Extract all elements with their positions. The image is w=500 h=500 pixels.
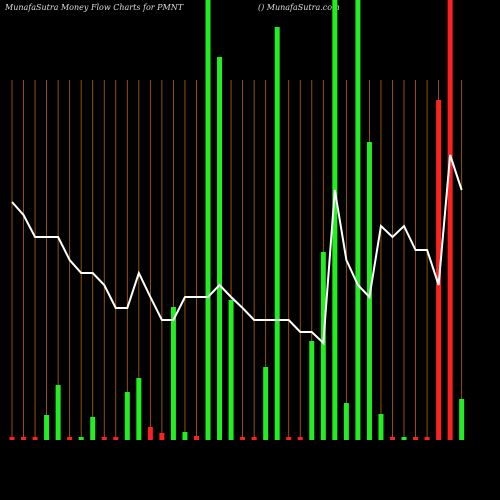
bar bbox=[424, 437, 430, 440]
bar bbox=[459, 399, 465, 440]
bar bbox=[147, 427, 153, 440]
bar bbox=[297, 437, 303, 440]
bar bbox=[309, 341, 315, 440]
money-flow-line bbox=[11, 154, 463, 346]
bar bbox=[193, 436, 199, 440]
bar bbox=[217, 57, 223, 440]
bar bbox=[286, 437, 292, 440]
bar bbox=[170, 307, 176, 440]
bar bbox=[240, 437, 246, 440]
bar bbox=[274, 27, 280, 440]
bar bbox=[101, 437, 107, 440]
bar bbox=[332, 0, 338, 440]
bar bbox=[9, 437, 15, 440]
bar bbox=[413, 437, 419, 440]
bar bbox=[251, 437, 257, 440]
chart-title: MunafaSutra Money Flow Charts for PMNT bbox=[4, 3, 184, 12]
bar bbox=[32, 437, 38, 440]
bar bbox=[44, 415, 50, 440]
bar bbox=[320, 252, 326, 440]
bar bbox=[447, 0, 453, 440]
bar bbox=[436, 100, 442, 440]
bar bbox=[78, 437, 84, 440]
bar bbox=[124, 392, 130, 440]
chart-subtitle: () MunafaSutra.com bbox=[258, 3, 340, 12]
bar bbox=[55, 385, 61, 440]
bar bbox=[263, 367, 269, 440]
bar bbox=[67, 437, 73, 440]
bar bbox=[159, 433, 165, 440]
bar bbox=[113, 437, 119, 440]
bar bbox=[355, 0, 361, 440]
bar bbox=[205, 0, 211, 440]
bar bbox=[401, 437, 407, 440]
bar bbox=[21, 437, 27, 440]
bar bbox=[389, 437, 395, 440]
bar bbox=[182, 432, 188, 440]
bar bbox=[343, 403, 349, 440]
bar bbox=[228, 300, 234, 440]
bar bbox=[90, 417, 96, 440]
bar bbox=[378, 414, 384, 440]
bar bbox=[136, 378, 142, 440]
